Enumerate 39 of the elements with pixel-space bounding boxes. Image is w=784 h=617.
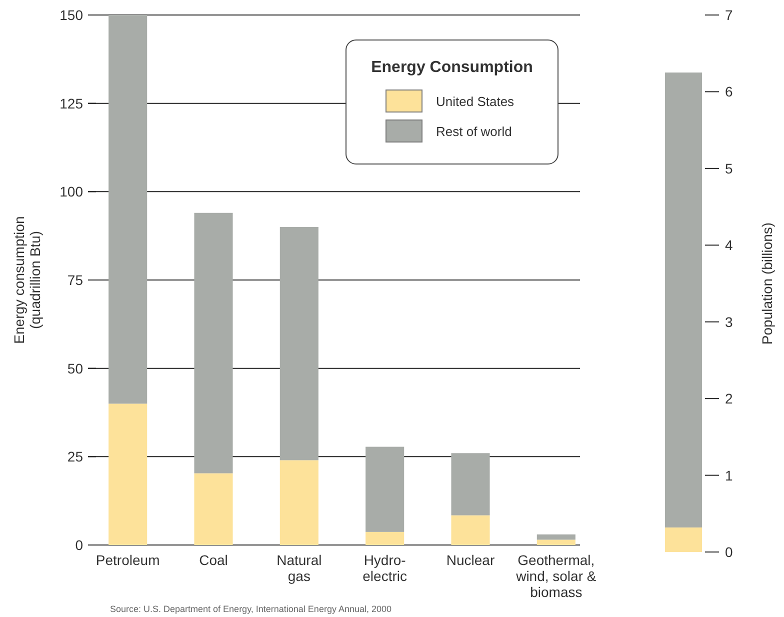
- legend-label: Rest of world: [436, 124, 512, 139]
- y-axis-title: Population (billions): [759, 222, 775, 345]
- y-tick-label: 50: [67, 360, 84, 376]
- bar: [536, 534, 576, 540]
- y-tick-label: 150: [60, 7, 84, 23]
- bar: [194, 473, 233, 545]
- y-tick-label: 2: [725, 390, 733, 407]
- y-tick-label: 125: [60, 95, 84, 112]
- y-tick-label: 75: [67, 272, 84, 288]
- x-tick-label: Hydro- electric: [362, 552, 408, 584]
- bar: [536, 540, 576, 545]
- y-tick-label: 0: [725, 544, 733, 560]
- bar: [366, 532, 404, 545]
- y-tick-label: 1: [725, 467, 733, 484]
- y-tick-label: 6: [725, 84, 733, 100]
- source-note: Source: U.S. Department of Energy, International Energy Annual, 2000: [110, 604, 392, 614]
- y-tick-label: 3: [725, 314, 733, 330]
- x-tick-label: Coal: [199, 552, 228, 568]
- bar: [108, 404, 148, 545]
- x-tick-label: Petroleum: [96, 552, 160, 568]
- legend-label: United States: [436, 94, 515, 109]
- y-tick-label: 4: [725, 237, 733, 254]
- x-tick-label: Natural gas: [276, 552, 322, 584]
- y-axis-title: Energy consumption (quadrillion Btu): [11, 216, 44, 344]
- bar: [451, 515, 490, 545]
- x-tick-label: Nuclear: [446, 552, 495, 568]
- bar: [108, 15, 148, 404]
- bar: [194, 212, 233, 474]
- x-tick-label: Geothermal, wind, solar & biomass: [515, 552, 597, 600]
- bar: [451, 453, 490, 516]
- legend-title: Energy Consumption: [371, 59, 533, 76]
- y-tick-label: 0: [75, 537, 84, 553]
- bar: [280, 227, 318, 460]
- y-tick-label: 5: [725, 160, 733, 176]
- bar: [280, 460, 318, 545]
- y-tick-label: 25: [67, 448, 84, 465]
- y-tick-label: 7: [725, 7, 733, 23]
- bar: [366, 446, 404, 532]
- y-tick-label: 100: [60, 184, 84, 200]
